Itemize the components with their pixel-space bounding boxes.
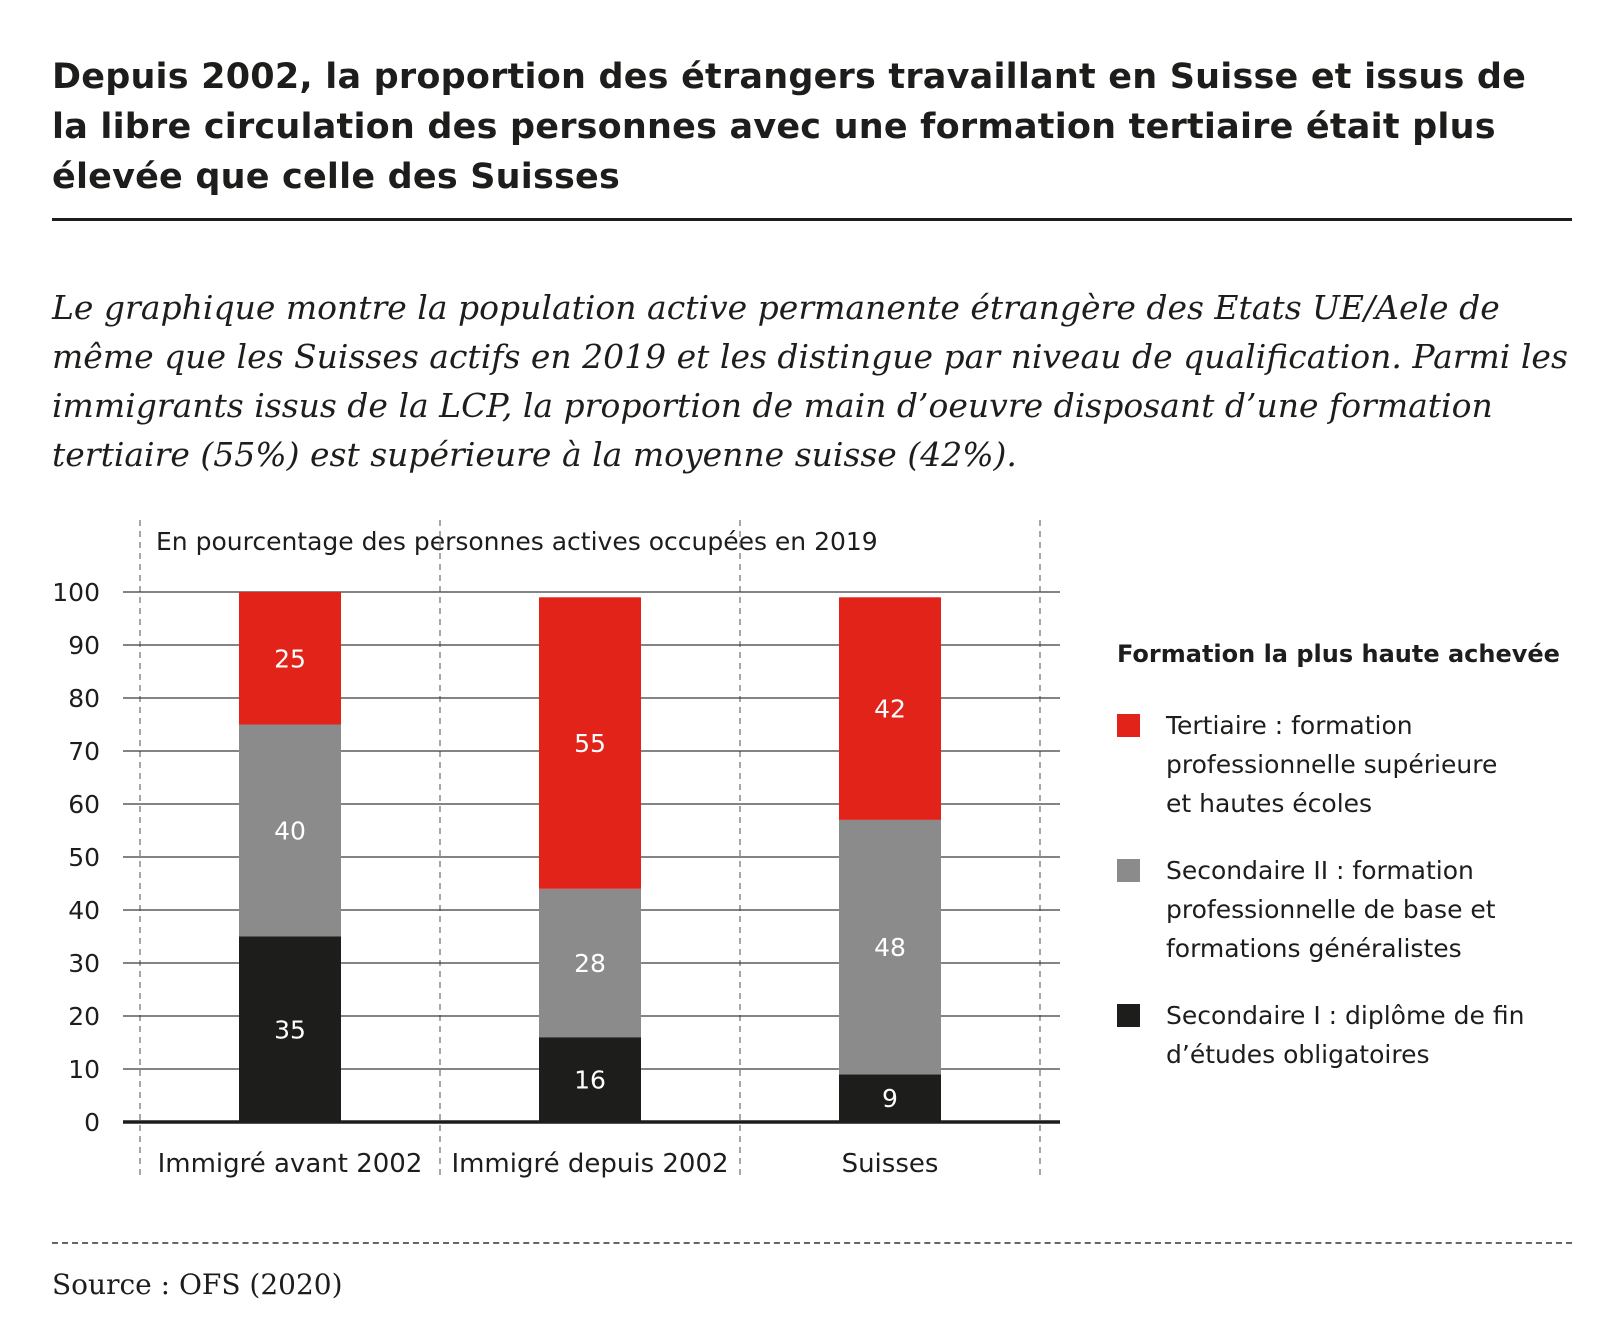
y-tick-label: 0 <box>84 1108 100 1137</box>
bar-segment <box>539 888 641 1038</box>
bar-value-label: 55 <box>574 729 606 758</box>
legend-item-secondaire-ii: Secondaire II : formation professionnell… <box>1117 851 1597 968</box>
legend-swatch-tertiaire <box>1117 714 1140 737</box>
y-tick-label: 50 <box>68 843 100 872</box>
bar-segment <box>839 597 941 820</box>
legend-label-secondaire-i: Secondaire I : diplôme de fin d’études o… <box>1166 1001 1525 1069</box>
bar-segment <box>239 592 341 725</box>
axes: 0 10 20 30 40 50 60 70 80 90 100 Immigré avant 2002… <box>52 578 1060 1179</box>
page-title: Depuis 2002, la proportion des étrangers… <box>52 57 1527 197</box>
y-tick-label: 40 <box>68 896 100 925</box>
legend-item-secondaire-i: Secondaire I : diplôme de fin d’études o… <box>1117 996 1597 1074</box>
x-tick-label: Immigré avant 2002 <box>158 1149 423 1179</box>
legend-item-tertiaire: Tertiaire : formation professionnelle su… <box>1117 706 1597 823</box>
bar-value-label: 40 <box>274 817 306 846</box>
bars: 35 40 25 16 28 55 9 48 42 <box>239 592 941 1122</box>
y-tick-label: 10 <box>68 1055 100 1084</box>
source-note: Source : OFS (2020) <box>52 1268 343 1301</box>
bar-value-label: 28 <box>574 949 606 978</box>
y-tick-label: 30 <box>68 949 100 978</box>
bar-value-label: 16 <box>574 1066 606 1095</box>
bar-segment <box>539 597 641 889</box>
title-divider <box>52 218 1572 221</box>
legend-swatch-secondaire-i <box>1117 1004 1140 1027</box>
legend-title: Formation la plus haute achevée <box>1117 640 1560 668</box>
bar-value-label: 35 <box>274 1015 306 1044</box>
y-tick-label: 60 <box>68 790 100 819</box>
legend-label-tertiaire: Tertiaire : formation professionnelle su… <box>1166 711 1498 818</box>
bar-value-label: 25 <box>274 644 306 673</box>
chart-subtitle: En pourcentage des personnes actives occ… <box>156 527 878 556</box>
y-tick-label: 100 <box>52 578 100 607</box>
x-tick-label: Immigré depuis 2002 <box>451 1149 728 1179</box>
y-tick-label: 80 <box>68 684 100 713</box>
bar-segment <box>539 1037 641 1122</box>
chart-description: Le graphique montre la population active… <box>52 288 1568 474</box>
bar-value-label: 48 <box>874 933 906 962</box>
bar-segment <box>239 936 341 1122</box>
legend: Formation la plus haute achevée Tertiair… <box>1117 640 1597 1102</box>
bar-segment <box>839 1074 941 1122</box>
legend-label-secondaire-ii: Secondaire II : formation professionnell… <box>1166 856 1496 963</box>
y-tick-label: 70 <box>68 737 100 766</box>
source-divider <box>52 1242 1572 1244</box>
bar-value-label: 42 <box>874 695 906 724</box>
bar-value-label: 9 <box>882 1084 898 1113</box>
y-tick-label: 90 <box>68 631 100 660</box>
y-tick-label: 20 <box>68 1002 100 1031</box>
bar-segment <box>839 819 941 1075</box>
stacked-bar-chart: En pourcentage des personnes actives occ… <box>52 520 1060 1179</box>
bar-segment <box>239 724 341 937</box>
legend-swatch-secondaire-ii <box>1117 859 1140 882</box>
x-tick-label: Suisses <box>842 1149 939 1179</box>
